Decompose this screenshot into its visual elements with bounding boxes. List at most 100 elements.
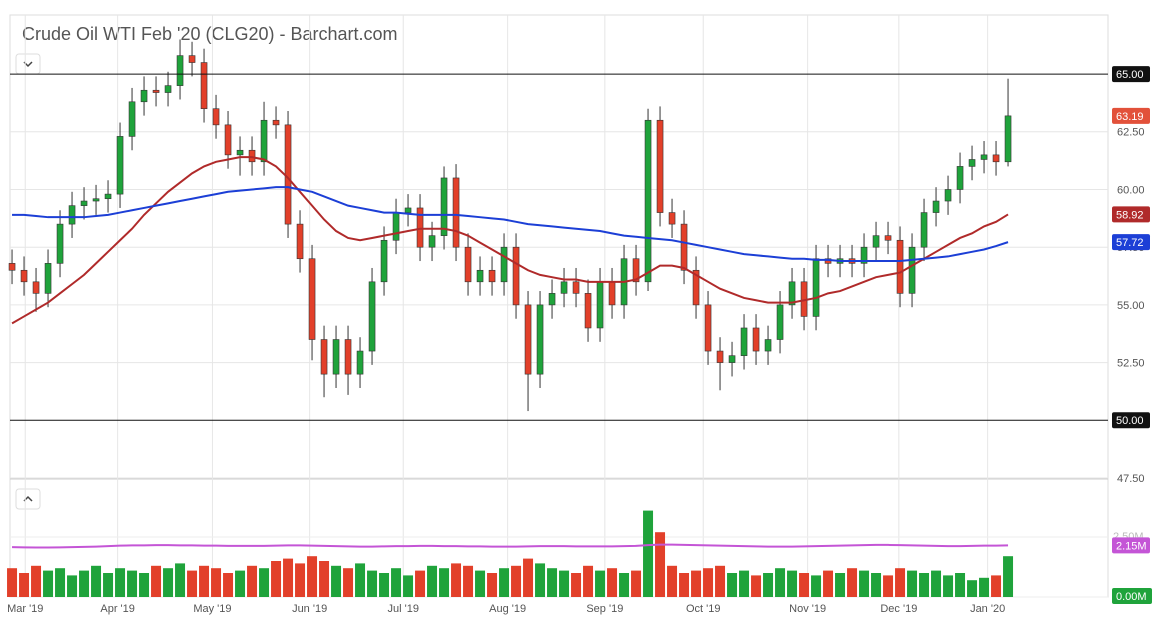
volume-bar [367, 570, 378, 597]
volume-bar [835, 573, 846, 597]
candle-body [68, 205, 76, 225]
candle-body [212, 108, 220, 126]
candle-body [908, 246, 916, 294]
candle-body [344, 339, 352, 375]
volume-bar [547, 568, 558, 597]
last-value-label-box [1112, 234, 1150, 251]
candle-body [20, 269, 28, 283]
volume-bar [895, 568, 906, 597]
candle-body [932, 200, 940, 213]
candle-body [956, 166, 964, 190]
volume-bar [355, 563, 366, 597]
candle-body [968, 159, 976, 167]
candle-body [224, 124, 232, 156]
candle-body [512, 246, 520, 306]
volume-bar [967, 580, 978, 597]
candle-body [884, 235, 892, 241]
candle-body [284, 124, 292, 225]
candle-body [176, 55, 184, 86]
candle-body [152, 89, 160, 93]
volume-bar [223, 573, 234, 597]
candle-body [116, 136, 124, 195]
candle-body [236, 149, 244, 156]
volume-bar [151, 565, 162, 597]
volume-bar [79, 570, 90, 597]
volume-bar [499, 568, 510, 597]
candle-body [1004, 115, 1012, 163]
candle-body [248, 149, 256, 163]
volume-bar [343, 568, 354, 597]
last-close-label: 63.19 [1116, 111, 1144, 123]
candle-body [356, 350, 364, 375]
volume-bar [31, 565, 42, 597]
candle-body [440, 177, 448, 236]
x-tick-label: Sep '19 [586, 603, 623, 615]
volume-bar [955, 573, 966, 597]
volume-bar [919, 573, 930, 597]
volume-bar [307, 556, 318, 597]
candle-body [80, 200, 88, 206]
volume-bar [271, 561, 282, 597]
expand-button[interactable] [15, 488, 41, 510]
volume-bar [259, 568, 270, 597]
candle-body [680, 223, 688, 271]
candle-body [368, 281, 376, 352]
y-tick-label: 0.00M [1116, 591, 1147, 603]
volume-bar [883, 575, 894, 597]
last-value-label-box [1112, 537, 1150, 554]
volume-bar [439, 568, 450, 597]
candle-body [572, 281, 580, 294]
candle-body [128, 101, 136, 137]
volume-bar [727, 573, 738, 597]
x-tick-label: Jan '20 [970, 603, 1005, 615]
candle-body [536, 304, 544, 375]
candle-body [104, 193, 112, 200]
volume-bar [643, 510, 654, 597]
candle-body [92, 198, 100, 202]
candle-body [548, 293, 556, 306]
volume-bar [475, 570, 486, 597]
candle-body [764, 339, 772, 352]
volume-bar [7, 568, 18, 597]
candle-body [992, 154, 1000, 163]
candle-body [392, 212, 400, 241]
candle-body [8, 263, 16, 271]
volume-bar [295, 563, 306, 597]
volume-bar [583, 565, 594, 597]
candle-body [872, 235, 880, 248]
volume-bar [511, 565, 522, 597]
candle-body [380, 239, 388, 283]
volume-bar [403, 575, 414, 597]
x-tick-label: Dec '19 [880, 603, 917, 615]
volume-bar [655, 532, 666, 597]
volume-bar [679, 573, 690, 597]
volume-bar [991, 575, 1002, 597]
plot-frame [9, 14, 1109, 598]
volume-bar [691, 570, 702, 597]
volume-bar [799, 573, 810, 597]
candle-body [428, 235, 436, 248]
volume-bar [199, 565, 210, 597]
last-value-label: 57.72 [1116, 237, 1144, 249]
volume-bar [163, 568, 174, 597]
volume-bar [619, 573, 630, 597]
candle-body [524, 304, 532, 375]
volume-bar [763, 573, 774, 597]
moving-average-line [11, 156, 1009, 325]
candle-body [272, 119, 280, 126]
volume-bar [19, 573, 30, 597]
x-tick-label: Jun '19 [292, 603, 327, 615]
candle-body [488, 269, 496, 283]
volume-bar [847, 568, 858, 597]
candle-body [608, 281, 616, 306]
candle-body [656, 119, 664, 213]
volume-bar [319, 561, 330, 597]
volume-bar [451, 563, 462, 597]
x-tick-label: Mar '19 [7, 603, 43, 615]
candle-body [644, 119, 652, 283]
volume-bar [91, 565, 102, 597]
candle-body [632, 258, 640, 283]
collapse-button[interactable] [15, 53, 41, 75]
x-tick-label: Apr '19 [100, 603, 135, 615]
candle-body [788, 281, 796, 306]
